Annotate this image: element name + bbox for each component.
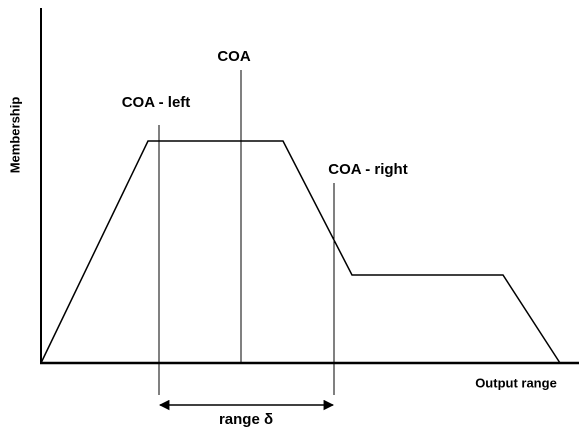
marker-label: COA <box>217 48 251 65</box>
membership-curve <box>40 140 561 364</box>
range-label: range δ <box>219 411 273 428</box>
y-axis-label: Membership <box>7 97 22 174</box>
marker-label: COA - right <box>328 161 407 178</box>
x-axis-label: Output range <box>475 375 557 390</box>
marker-label: COA - left <box>122 94 191 111</box>
